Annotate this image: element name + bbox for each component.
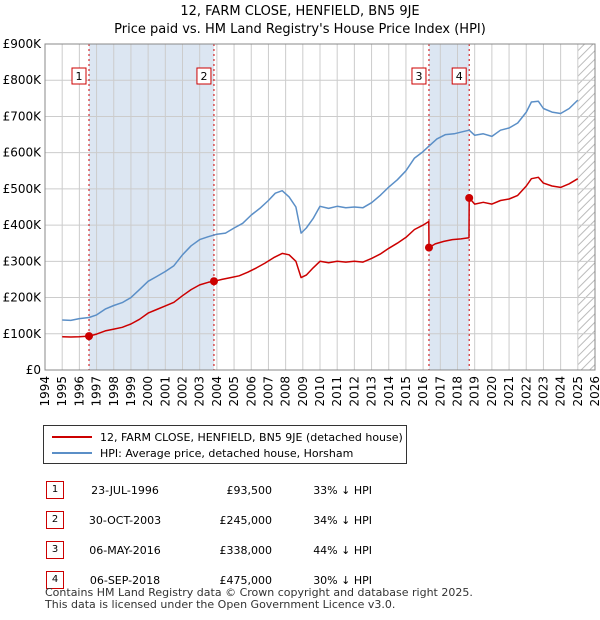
- x-tick-label: 2010: [313, 376, 327, 407]
- sale-hpi-diff: 30% ↓ HPI: [313, 573, 372, 587]
- legend: 12, FARM CLOSE, HENFIELD, BN5 9JE (detac…: [43, 425, 407, 464]
- x-tick-label: 2001: [158, 376, 172, 407]
- x-tick-label: 2018: [451, 376, 465, 407]
- ownership-shade: [89, 44, 214, 370]
- x-tick-label: 2006: [244, 376, 258, 407]
- x-tick-label: 2015: [399, 376, 413, 407]
- sale-label-box: [71, 67, 87, 85]
- sale-label: 4: [456, 70, 463, 83]
- hpi-line: [62, 99, 579, 322]
- ownership-shade: [428, 44, 470, 370]
- price-chart: £0 £100K £200K £300K £400K £500K £600K £700K £80…: [3, 37, 600, 407]
- sale-date: 30-OCT-2003: [88, 513, 162, 527]
- sale-date: 06-SEP-2018: [89, 573, 161, 587]
- sale-label-box: [411, 67, 427, 85]
- y-tick-label: £700K: [3, 109, 43, 123]
- x-tick-label: 2013: [365, 376, 379, 407]
- sale-badge: 2: [46, 511, 64, 529]
- legend-item-property: 12, FARM CLOSE, HENFIELD, BN5 9JE (detac…: [52, 430, 403, 444]
- y-tick-label: £0: [26, 363, 41, 377]
- sale-label-box: [196, 67, 212, 85]
- x-tick-label: 2019: [468, 376, 482, 407]
- x-tick-label: 2022: [519, 376, 533, 407]
- x-tick-label: 2024: [554, 376, 568, 407]
- x-tick-label: 2025: [571, 376, 585, 407]
- sale-date: 06-MAY-2016: [89, 543, 161, 557]
- x-tick-label: 2005: [227, 376, 241, 407]
- table-row: 3 06-MAY-2016 £338,000 44% ↓ HPI: [40, 535, 372, 565]
- y-tick-label: £900K: [3, 37, 43, 51]
- x-tick-label: 2020: [485, 376, 499, 407]
- sale-badge: 4: [46, 571, 64, 589]
- x-tick-label: 1996: [72, 376, 86, 407]
- sale-badge: 1: [46, 481, 64, 499]
- sale-hpi-diff: 33% ↓ HPI: [313, 483, 372, 497]
- sale-point: [85, 332, 93, 341]
- x-tick-label: 2016: [416, 376, 430, 407]
- sale-badge: 3: [46, 541, 64, 559]
- property-line: [62, 176, 579, 338]
- x-tick-label: 2004: [210, 376, 224, 407]
- x-tick-label: 2026: [588, 376, 600, 407]
- sale-hpi-diff: 34% ↓ HPI: [313, 513, 372, 527]
- sale-label: 2: [200, 70, 207, 83]
- sale-price: £338,000: [219, 543, 273, 557]
- x-tick-label: 1998: [107, 376, 121, 407]
- y-tick-label: £800K: [3, 73, 43, 87]
- x-tick-label: 2023: [536, 376, 550, 407]
- sale-point: [465, 193, 474, 202]
- sale-point: [424, 243, 433, 252]
- y-tick-label: £300K: [3, 254, 43, 268]
- chart-subtitle: Price paid vs. HM Land Registry's House …: [114, 22, 486, 37]
- x-tick-label: 2014: [382, 376, 396, 407]
- x-tick-label: 2000: [141, 376, 155, 407]
- chart-title: 12, FARM CLOSE, HENFIELD, BN5 9JE: [180, 4, 420, 19]
- transactions-table: 1 23-JUL-1996 £93,500 33% ↓ HPI 2 30-OCT…: [40, 475, 372, 595]
- x-tick-label: 2009: [296, 376, 310, 407]
- x-tick-label: 1997: [90, 376, 104, 407]
- x-tick-label: 2007: [261, 376, 275, 407]
- x-tick-label: 2008: [279, 376, 293, 407]
- sale-price: £93,500: [226, 483, 273, 497]
- x-tick-label: 2021: [502, 376, 516, 407]
- y-tick-label: £200K: [3, 291, 43, 305]
- sale-label: 1: [76, 70, 83, 83]
- x-tick-label: 2002: [176, 376, 190, 407]
- sale-price: £245,000: [219, 513, 273, 527]
- table-row: 4 06-SEP-2018 £475,000 30% ↓ HPI: [40, 565, 372, 595]
- sale-label-box: [451, 67, 467, 85]
- x-tick-label: 1999: [124, 376, 138, 407]
- sale-hpi-diff: 44% ↓ HPI: [313, 543, 372, 557]
- forecast-hatch: [577, 44, 595, 370]
- table-row: 1 23-JUL-1996 £93,500 33% ↓ HPI: [40, 475, 372, 505]
- sale-label: 3: [415, 70, 422, 83]
- plot-frame: [44, 43, 596, 371]
- footer-copyright: Contains HM Land Registry data © Crown c…: [45, 586, 473, 599]
- x-tick-label: 2012: [347, 376, 361, 407]
- legend-property-label: 12, FARM CLOSE, HENFIELD, BN5 9JE (detac…: [100, 430, 403, 444]
- legend-item-hpi: HPI: Average price, detached house, Hors…: [52, 446, 353, 460]
- x-tick-label: 1994: [38, 376, 52, 407]
- hpi-line-swatch: [52, 452, 92, 454]
- x-tick-label: 2003: [193, 376, 207, 407]
- y-tick-label: £500K: [3, 182, 43, 196]
- x-tick-label: 1995: [55, 376, 69, 407]
- sale-date: 23-JUL-1996: [91, 483, 159, 497]
- y-tick-label: £100K: [3, 327, 43, 341]
- y-tick-label: £600K: [3, 146, 43, 160]
- footer: Contains HM Land Registry data © Crown c…: [45, 587, 473, 611]
- x-tick-label: 2011: [330, 376, 344, 407]
- footer-licence: This data is licensed under the Open Gov…: [45, 598, 396, 611]
- table-row: 2 30-OCT-2003 £245,000 34% ↓ HPI: [40, 505, 372, 535]
- x-tick-label: 2017: [433, 376, 447, 407]
- legend-hpi-label: HPI: Average price, detached house, Hors…: [100, 446, 354, 460]
- sale-point: [209, 277, 218, 286]
- y-tick-label: £400K: [3, 218, 43, 232]
- sale-price: £475,000: [219, 573, 273, 587]
- property-line-swatch: [52, 436, 92, 438]
